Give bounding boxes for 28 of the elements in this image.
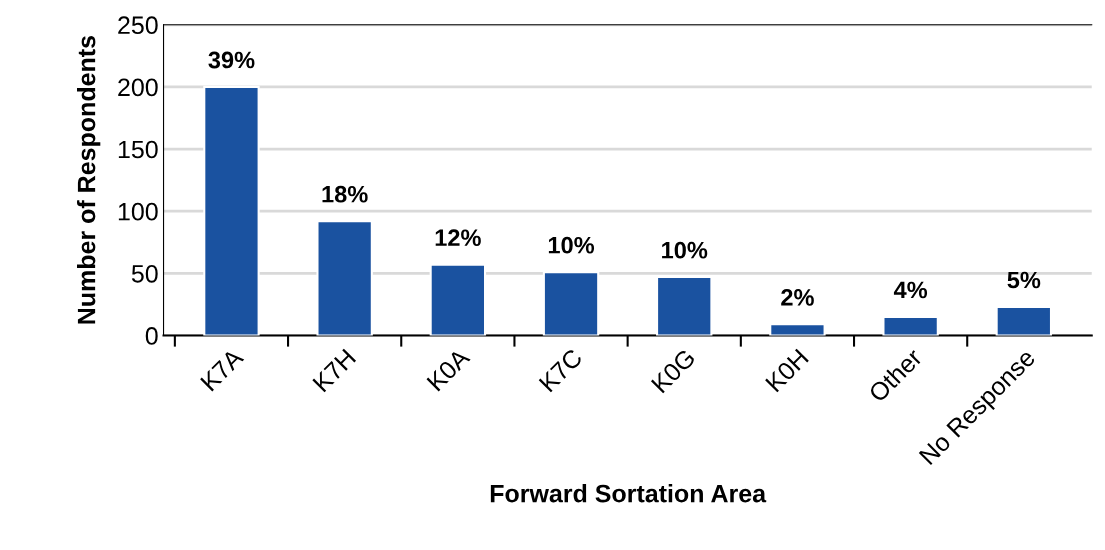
annotation: 10%	[662, 241, 708, 259]
bar	[316, 220, 373, 336]
annotation: 12%	[435, 229, 481, 247]
annotation: 39%	[208, 51, 255, 69]
annotation: 18%	[322, 185, 368, 203]
y-axis-title: Number of Respondents	[77, 35, 101, 324]
annotation: 5%	[1007, 271, 1041, 289]
annotation: 4%	[893, 281, 928, 299]
annotation: 2%	[781, 289, 814, 306]
y-tick-label: 0	[145, 327, 158, 345]
bar	[542, 271, 600, 336]
x-tick-label: K7C	[538, 347, 584, 393]
bar	[656, 276, 713, 336]
x-axis-title: Forward Sortation Area	[490, 484, 767, 503]
x-tick-label: K0G	[650, 348, 696, 394]
x-tick-label: K0A	[426, 347, 471, 392]
bar	[995, 305, 1053, 336]
bar	[429, 263, 487, 336]
x-tick-label: K7A	[200, 347, 245, 392]
y-tick-label: 250	[118, 16, 158, 35]
y-tick-label: 50	[131, 264, 158, 283]
y-tick-label: 100	[118, 202, 158, 221]
bar	[882, 315, 939, 336]
y-tick-label: 200	[118, 78, 158, 97]
y-tick-label: 150	[118, 140, 158, 159]
bar	[769, 323, 826, 336]
annotation: 10%	[548, 236, 595, 254]
bar	[203, 85, 260, 336]
